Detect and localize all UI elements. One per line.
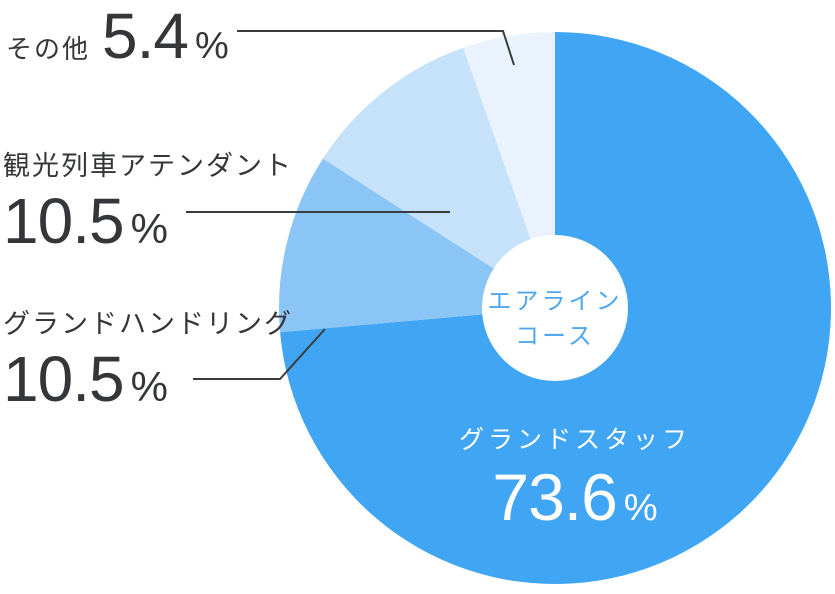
callout-other-unit: % bbox=[194, 25, 229, 67]
donut-hole bbox=[482, 235, 628, 381]
callout-other: その他 5.4 % bbox=[6, 4, 229, 68]
callout-ground-handling-unit: % bbox=[130, 363, 168, 410]
center-label-line1: エアライン bbox=[487, 287, 623, 315]
center-label-line2: コース bbox=[515, 322, 595, 350]
main-slice-value: 73.6 bbox=[492, 460, 617, 534]
callout-other-value: 5.4 bbox=[102, 0, 189, 72]
callout-ground-handling-label: グランドハンドリング bbox=[3, 309, 293, 340]
callout-line-ground-handling bbox=[193, 328, 326, 380]
main-slice-unit: % bbox=[623, 487, 658, 529]
pie-slice-2 bbox=[322, 47, 555, 308]
main-slice-label-text: グランドスタッフ bbox=[458, 425, 691, 454]
main-slice-label: グランドスタッフ 73.6 % bbox=[410, 420, 740, 530]
callout-line-other bbox=[237, 30, 515, 66]
callout-ground-handling-value: 10.5 bbox=[3, 343, 125, 415]
callout-other-label: その他 bbox=[6, 35, 91, 65]
callout-train-attendant-unit: % bbox=[130, 205, 168, 252]
callout-train-attendant-value: 10.5 bbox=[3, 185, 125, 257]
callout-lines bbox=[186, 30, 515, 380]
center-label: エアライン コース bbox=[455, 284, 655, 354]
callout-train-attendant-label: 観光列車アテンダント bbox=[3, 151, 293, 182]
callout-train-attendant: 観光列車アテンダント 10.5 % bbox=[3, 144, 293, 253]
callout-ground-handling: グランドハンドリング 10.5 % bbox=[3, 302, 293, 411]
